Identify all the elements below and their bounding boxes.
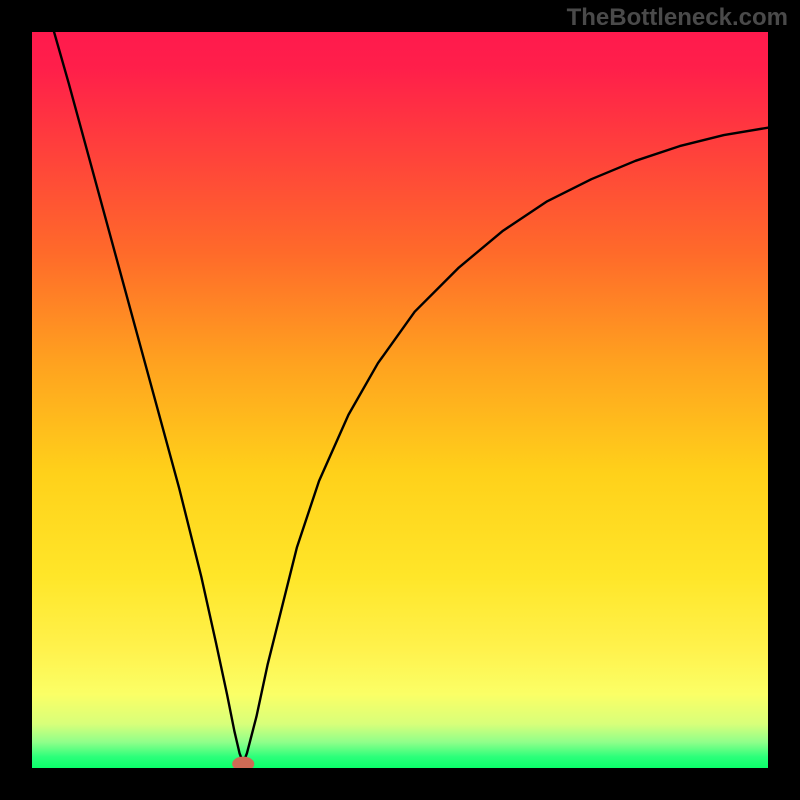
bottleneck-curve — [54, 32, 768, 763]
watermark-text: TheBottleneck.com — [567, 4, 788, 32]
chart-stage: TheBottleneck.com — [0, 0, 800, 800]
bottleneck-curve-layer — [32, 32, 768, 768]
minimum-marker — [232, 757, 254, 768]
plot-area — [32, 32, 768, 768]
